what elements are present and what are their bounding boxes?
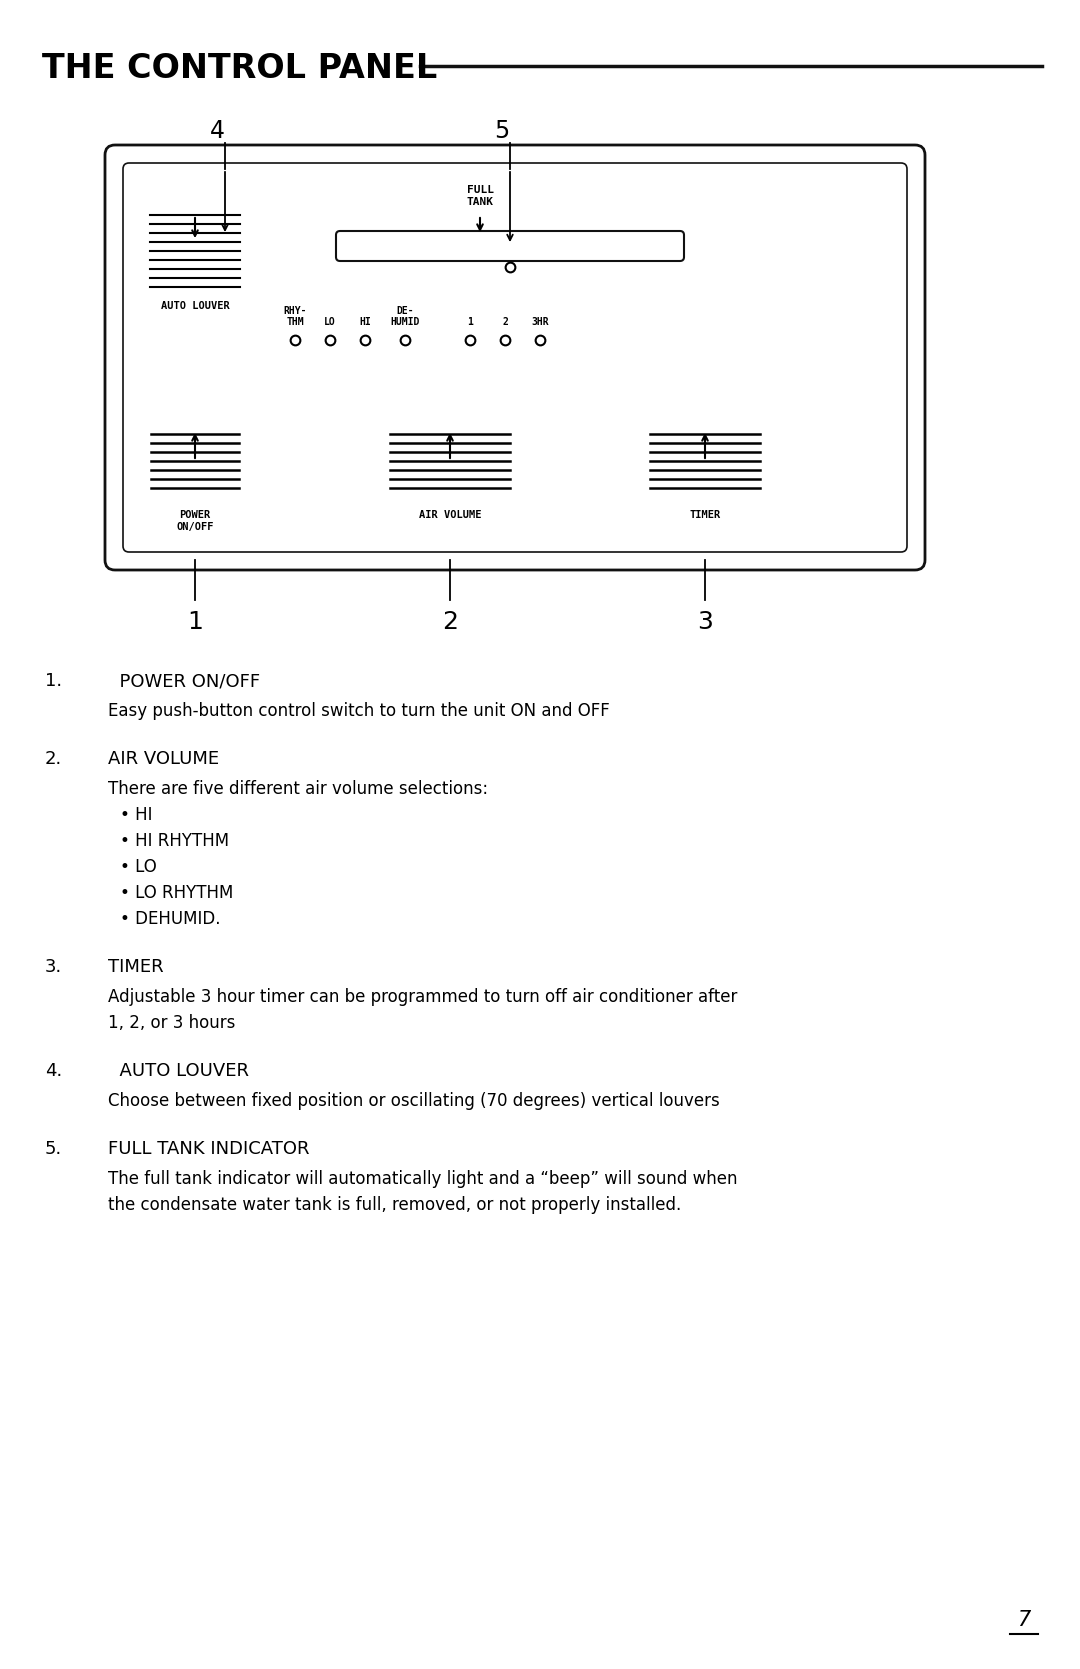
Text: 3: 3 [697,609,713,634]
Text: Easy push-button control switch to turn the unit ON and OFF: Easy push-button control switch to turn … [108,703,610,719]
Text: FULL TANK INDICATOR: FULL TANK INDICATOR [108,1140,310,1158]
Text: 2: 2 [502,317,508,327]
Text: 4: 4 [210,118,225,144]
Text: • HI: • HI [120,806,152,824]
Text: 4.: 4. [45,1061,63,1080]
Text: POWER
ON/OFF: POWER ON/OFF [176,511,214,532]
FancyBboxPatch shape [123,164,907,552]
Text: 7: 7 [1016,1611,1030,1631]
Text: • HI RHYTHM: • HI RHYTHM [120,833,229,850]
Text: AUTO LOUVER: AUTO LOUVER [161,300,229,310]
Text: Choose between fixed position or oscillating (70 degrees) vertical louvers: Choose between fixed position or oscilla… [108,1092,719,1110]
Text: TIMER: TIMER [689,511,720,521]
Text: 1: 1 [467,317,473,327]
Text: 2.: 2. [45,749,63,768]
FancyBboxPatch shape [105,145,924,571]
Text: LO: LO [324,317,336,327]
Text: the condensate water tank is full, removed, or not properly installed.: the condensate water tank is full, remov… [108,1197,681,1213]
Text: 1.: 1. [45,673,63,689]
Text: AIR VOLUME: AIR VOLUME [108,749,219,768]
Text: 1, 2, or 3 hours: 1, 2, or 3 hours [108,1015,235,1031]
Text: 5: 5 [495,118,510,144]
Text: AIR VOLUME: AIR VOLUME [419,511,482,521]
Text: There are five different air volume selections:: There are five different air volume sele… [108,779,488,798]
Text: POWER ON/OFF: POWER ON/OFF [108,673,260,689]
Text: FULL
TANK: FULL TANK [467,185,494,207]
Text: Adjustable 3 hour timer can be programmed to turn off air conditioner after: Adjustable 3 hour timer can be programme… [108,988,738,1006]
Text: 3.: 3. [45,958,63,976]
Text: 2: 2 [442,609,458,634]
Text: TIMER: TIMER [108,958,164,976]
Text: 5.: 5. [45,1140,63,1158]
Text: • LO: • LO [120,858,157,876]
Text: 3HR: 3HR [531,317,549,327]
Text: • DEHUMID.: • DEHUMID. [120,910,220,928]
Text: RHY-
THM: RHY- THM [283,305,307,327]
Text: THE CONTROL PANEL: THE CONTROL PANEL [42,52,437,85]
FancyBboxPatch shape [336,230,684,260]
Text: • LO RHYTHM: • LO RHYTHM [120,885,233,901]
Text: 1: 1 [187,609,203,634]
Text: AUTO LOUVER: AUTO LOUVER [108,1061,249,1080]
Text: The full tank indicator will automatically light and a “beep” will sound when: The full tank indicator will automatical… [108,1170,738,1188]
Text: HI: HI [360,317,370,327]
Text: DE-
HUMID: DE- HUMID [390,305,420,327]
